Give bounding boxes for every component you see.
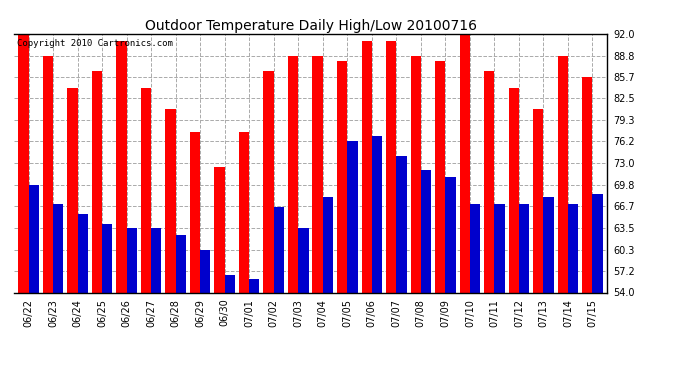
Bar [435,61,445,292]
Bar [126,228,137,292]
Bar [53,204,63,292]
Bar [200,250,210,292]
Bar [28,185,39,292]
Bar [225,276,235,292]
Bar [249,279,259,292]
Bar [18,34,28,292]
Bar [239,132,249,292]
Bar [411,56,421,292]
Bar [92,71,102,292]
Bar [470,204,480,292]
Title: Outdoor Temperature Daily High/Low 20100716: Outdoor Temperature Daily High/Low 20100… [144,19,477,33]
Bar [215,166,225,292]
Bar [421,170,431,292]
Bar [519,204,529,292]
Text: Copyright 2010 Cartronics.com: Copyright 2010 Cartronics.com [17,39,172,48]
Bar [568,204,578,292]
Bar [190,132,200,292]
Bar [582,76,593,292]
Bar [102,224,112,292]
Bar [337,61,347,292]
Bar [386,40,396,292]
Bar [372,136,382,292]
Bar [445,177,455,292]
Bar [509,88,519,292]
Bar [67,88,77,292]
Bar [362,40,372,292]
Bar [288,56,298,292]
Bar [396,156,406,292]
Bar [323,197,333,292]
Bar [43,56,53,292]
Bar [495,204,504,292]
Bar [544,197,554,292]
Bar [117,40,126,292]
Bar [313,56,323,292]
Bar [593,194,603,292]
Bar [141,88,151,292]
Bar [77,214,88,292]
Bar [166,109,176,292]
Bar [151,228,161,292]
Bar [558,56,568,292]
Bar [298,228,308,292]
Bar [533,109,544,292]
Bar [274,207,284,292]
Bar [347,141,357,292]
Bar [484,71,495,292]
Bar [460,34,470,292]
Bar [176,235,186,292]
Bar [264,71,274,292]
